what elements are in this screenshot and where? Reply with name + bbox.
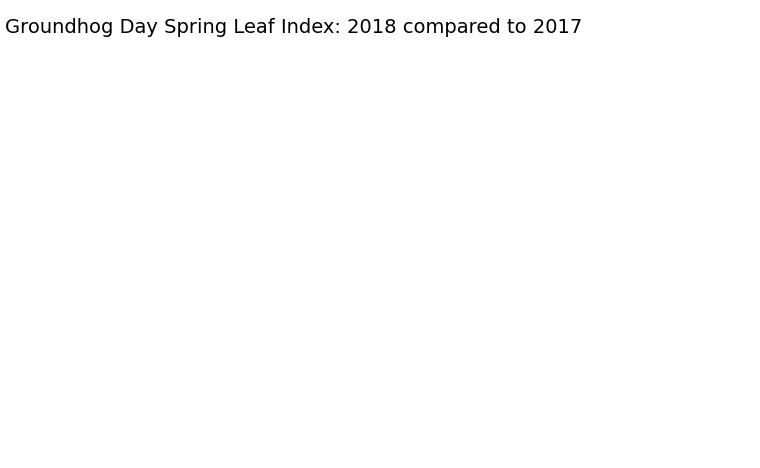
Text: Groundhog Day Spring Leaf Index: 2018 compared to 2017: Groundhog Day Spring Leaf Index: 2018 co…	[5, 18, 582, 37]
